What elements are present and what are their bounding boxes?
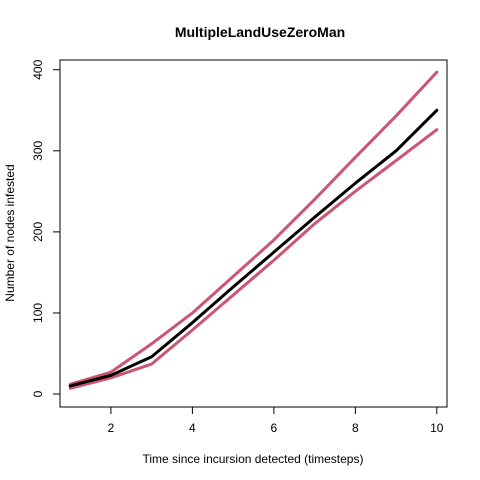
series-layer [68, 70, 439, 390]
y-tick-label: 100 [31, 303, 45, 323]
y-axis-label: Number of nodes infested [3, 164, 17, 301]
x-tick-label: 10 [430, 421, 444, 435]
y-tick-label: 400 [31, 59, 45, 79]
series-line-mean [68, 108, 439, 388]
series-line-lower [68, 128, 439, 390]
x-axis-label: Time since incursion detected (timesteps… [143, 452, 364, 466]
x-tick-label: 2 [108, 421, 115, 435]
series-line-upper [68, 70, 439, 386]
y-tick-label: 200 [31, 222, 45, 242]
plot-frame [59, 59, 448, 408]
x-tick-label: 4 [189, 421, 196, 435]
x-tick-label: 6 [271, 421, 278, 435]
y-tick-label: 300 [31, 140, 45, 160]
chart-title: MultipleLandUseZeroMan [175, 24, 345, 40]
x-tick-label: 8 [352, 421, 359, 435]
y-tick-label: 0 [31, 390, 45, 397]
y-axis: 0 100 200 300 400 [31, 59, 60, 397]
x-axis: 2 4 6 8 10 [108, 407, 444, 435]
